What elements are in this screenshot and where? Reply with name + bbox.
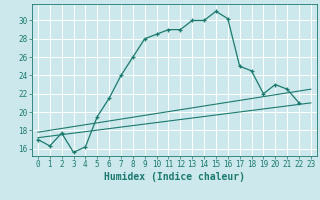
X-axis label: Humidex (Indice chaleur): Humidex (Indice chaleur): [104, 172, 245, 182]
